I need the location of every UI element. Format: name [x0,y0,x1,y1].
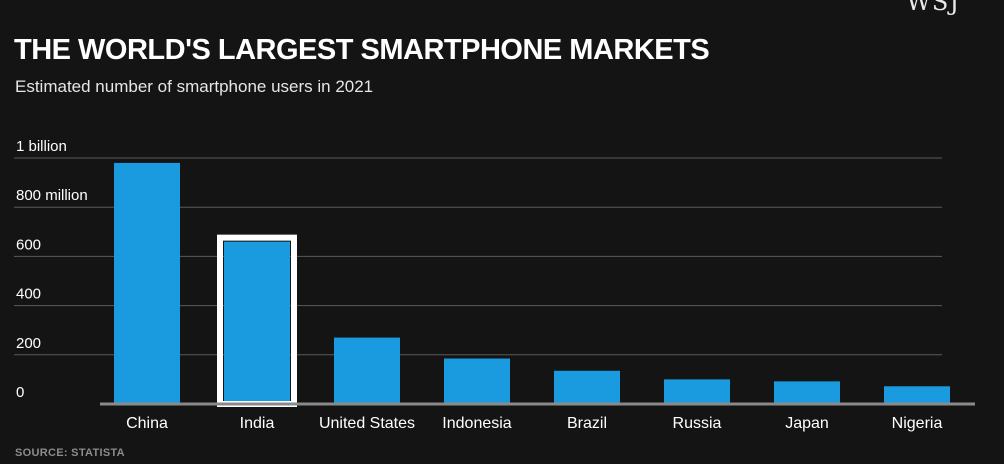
x-tick-label: Russia [673,415,722,432]
bar [774,381,840,404]
y-tick-label: 800 million [16,187,88,204]
x-tick-label: Brazil [567,415,607,432]
wsj-logo: WSJ [906,0,960,16]
chart-subtitle: Estimated number of smartphone users in … [15,77,374,96]
bar [114,162,180,404]
x-tick-label: India [240,415,275,432]
x-tick-label: Indonesia [442,415,511,432]
y-tick-label: 1 billion [16,138,67,155]
y-tick-label: 0 [16,384,24,401]
chart-title: THE WORLD'S LARGEST SMARTPHONE MARKETS [14,34,710,66]
y-tick-label: 200 [16,335,41,352]
bar [664,379,730,404]
y-tick-label: 600 [16,236,41,253]
x-tick-label: China [126,415,168,432]
x-tick-label: Nigeria [892,415,943,432]
bar [224,241,290,404]
source-note: SOURCE: STATISTA [15,447,125,459]
y-tick-label: 400 [16,286,41,303]
x-tick-label: United States [319,415,415,432]
bar [554,370,620,404]
bar [444,358,510,404]
bar [334,337,400,404]
x-tick-label: Japan [785,415,829,432]
bar [884,386,950,404]
